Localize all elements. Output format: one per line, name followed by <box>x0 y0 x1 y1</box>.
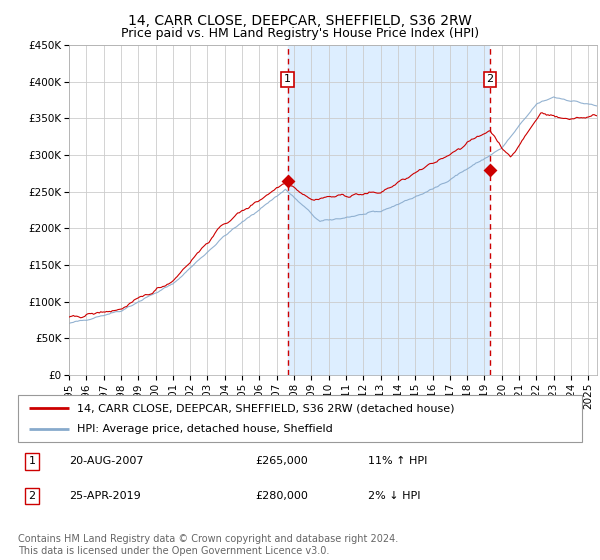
Text: 14, CARR CLOSE, DEEPCAR, SHEFFIELD, S36 2RW (detached house): 14, CARR CLOSE, DEEPCAR, SHEFFIELD, S36 … <box>77 403 455 413</box>
Text: 25-APR-2019: 25-APR-2019 <box>69 491 140 501</box>
Text: 1: 1 <box>29 456 35 466</box>
Point <box>485 165 494 174</box>
Text: Contains HM Land Registry data © Crown copyright and database right 2024.
This d: Contains HM Land Registry data © Crown c… <box>18 534 398 556</box>
Text: 2% ↓ HPI: 2% ↓ HPI <box>368 491 420 501</box>
Text: £265,000: £265,000 <box>255 456 308 466</box>
Text: 1: 1 <box>284 74 291 85</box>
Text: 14, CARR CLOSE, DEEPCAR, SHEFFIELD, S36 2RW: 14, CARR CLOSE, DEEPCAR, SHEFFIELD, S36 … <box>128 14 472 28</box>
Text: £280,000: £280,000 <box>255 491 308 501</box>
Text: 11% ↑ HPI: 11% ↑ HPI <box>368 456 427 466</box>
Text: 2: 2 <box>486 74 493 85</box>
Text: 2: 2 <box>29 491 35 501</box>
Text: HPI: Average price, detached house, Sheffield: HPI: Average price, detached house, Shef… <box>77 424 333 434</box>
FancyBboxPatch shape <box>18 395 582 442</box>
Text: Price paid vs. HM Land Registry's House Price Index (HPI): Price paid vs. HM Land Registry's House … <box>121 27 479 40</box>
Point <box>283 176 292 185</box>
Text: 20-AUG-2007: 20-AUG-2007 <box>69 456 143 466</box>
